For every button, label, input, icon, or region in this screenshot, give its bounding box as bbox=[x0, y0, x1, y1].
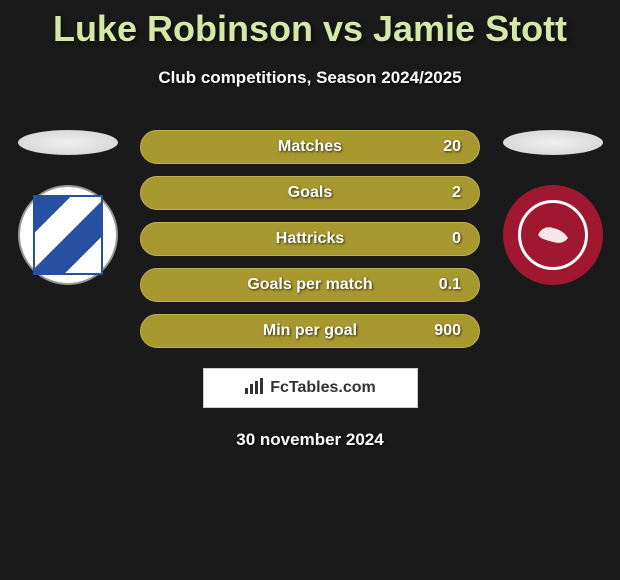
stat-value-right: 20 bbox=[421, 138, 461, 156]
club-badge-left bbox=[18, 185, 118, 285]
player-right-column bbox=[500, 130, 605, 285]
stat-bar-goals: Goals 2 bbox=[140, 176, 480, 210]
subtitle: Club competitions, Season 2024/2025 bbox=[0, 68, 620, 88]
stats-column: Matches 20 Goals 2 Hattricks 0 Goals per… bbox=[140, 130, 480, 348]
player-right-photo-placeholder bbox=[503, 130, 603, 155]
branding-text: FcTables.com bbox=[270, 379, 376, 397]
club-crest-right-icon bbox=[518, 200, 588, 270]
comparison-area: Matches 20 Goals 2 Hattricks 0 Goals per… bbox=[0, 130, 620, 348]
branding-box: FcTables.com bbox=[203, 368, 418, 408]
chart-icon bbox=[244, 378, 264, 399]
club-crest-left-icon bbox=[33, 195, 103, 275]
stat-bar-hattricks: Hattricks 0 bbox=[140, 222, 480, 256]
stat-value-right: 900 bbox=[421, 322, 461, 340]
club-badge-right bbox=[503, 185, 603, 285]
shrimp-icon bbox=[533, 220, 573, 250]
page-title: Luke Robinson vs Jamie Stott bbox=[0, 8, 620, 50]
stat-label: Goals bbox=[288, 184, 332, 202]
stat-value-right: 0 bbox=[421, 230, 461, 248]
player-left-photo-placeholder bbox=[18, 130, 118, 155]
stat-label: Min per goal bbox=[263, 322, 357, 340]
stat-label: Hattricks bbox=[276, 230, 344, 248]
stat-value-right: 0.1 bbox=[421, 276, 461, 294]
infographic-container: Luke Robinson vs Jamie Stott Club compet… bbox=[0, 0, 620, 450]
stat-bar-goals-per-match: Goals per match 0.1 bbox=[140, 268, 480, 302]
player-left-column bbox=[15, 130, 120, 285]
date-text: 30 november 2024 bbox=[0, 430, 620, 450]
stat-label: Goals per match bbox=[247, 276, 372, 294]
stat-bar-matches: Matches 20 bbox=[140, 130, 480, 164]
stat-label: Matches bbox=[278, 138, 342, 156]
stat-bar-min-per-goal: Min per goal 900 bbox=[140, 314, 480, 348]
stat-value-right: 2 bbox=[421, 184, 461, 202]
